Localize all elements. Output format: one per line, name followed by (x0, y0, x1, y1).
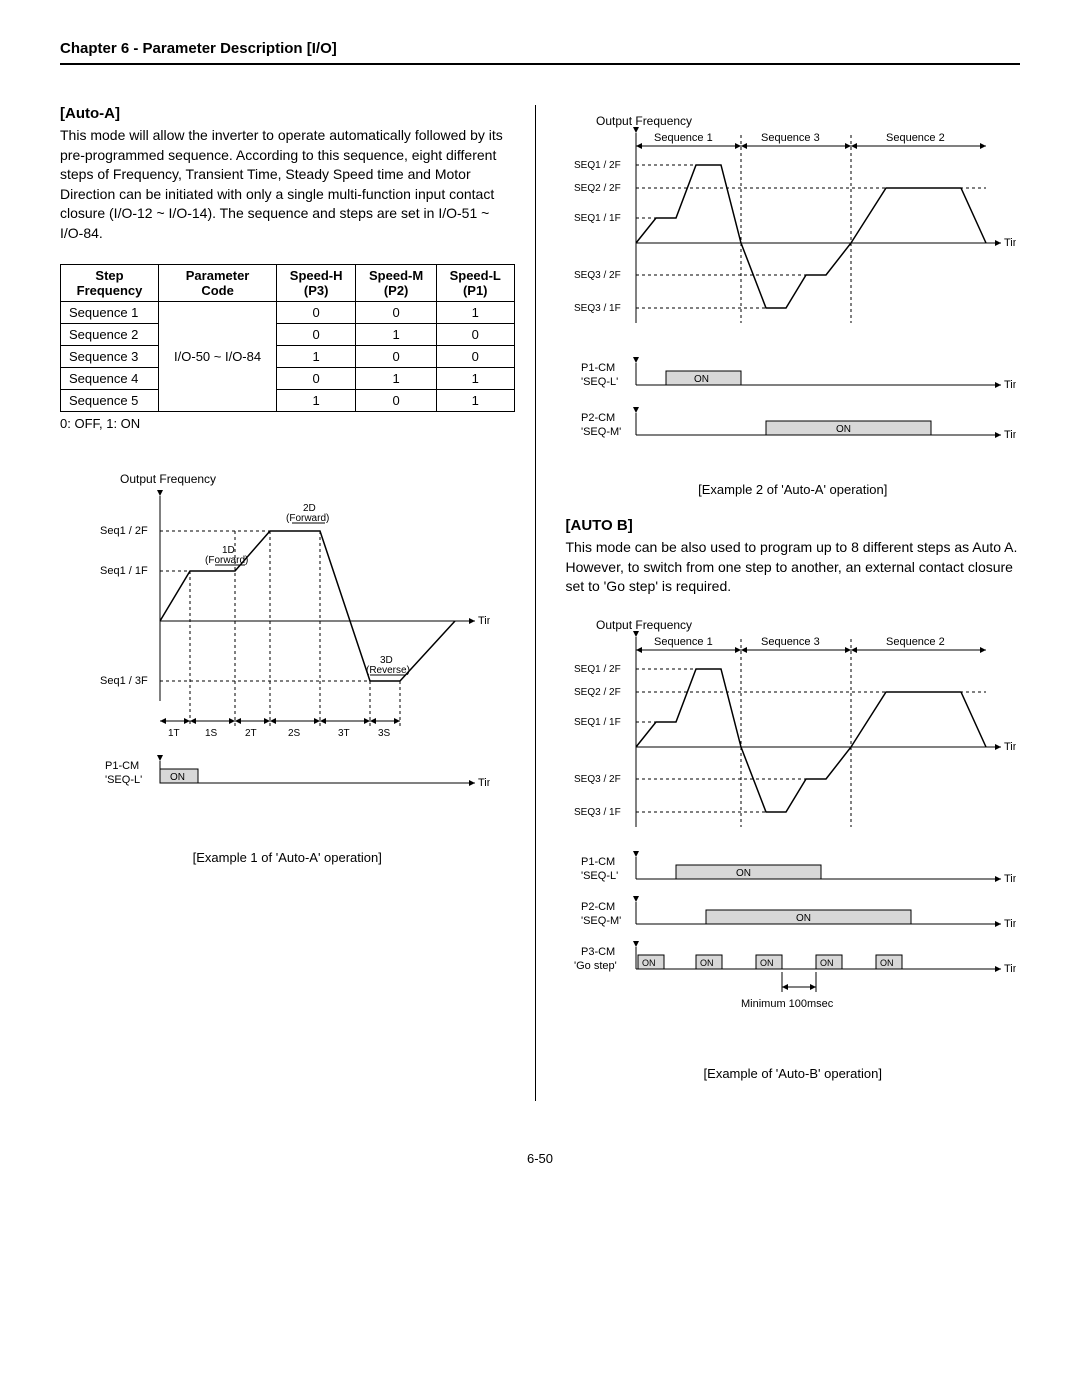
table-row: Sequence 5 101 (61, 389, 515, 411)
svg-text:SEQ2 / 2F: SEQ2 / 2F (574, 183, 621, 194)
right-column: Output Frequency Sequence 1 Sequence 3 S… (566, 105, 1021, 1101)
table-row: Sequence 3 100 (61, 345, 515, 367)
th-speed-h: Speed-H(P3) (277, 264, 356, 301)
page-number: 6-50 (60, 1151, 1020, 1166)
figure-example1: Output Frequency Time Seq1 / 2F Seq1 / 1… (60, 471, 515, 844)
svg-text:Time: Time (1004, 918, 1016, 930)
left-column: [Auto-A] This mode will allow the invert… (60, 105, 536, 1101)
svg-text:Seq1 / 2F: Seq1 / 2F (100, 525, 148, 537)
fig2-caption: [Example 2 of 'Auto-A' operation] (566, 482, 1021, 497)
svg-text:Sequence 3: Sequence 3 (761, 132, 820, 144)
svg-text:SEQ3 / 2F: SEQ3 / 2F (574, 774, 621, 785)
svg-text:ON: ON (170, 772, 185, 783)
figure-example3: Output Frequency Sequence 1 Sequence 3 S… (566, 617, 1021, 1060)
svg-text:Time: Time (1004, 963, 1016, 975)
svg-text:P1-CM: P1-CM (581, 362, 615, 374)
fig1-title: Output Frequency (120, 472, 216, 486)
fig2-svg: Output Frequency Sequence 1 Sequence 3 S… (566, 113, 1016, 473)
svg-text:SEQ3 / 2F: SEQ3 / 2F (574, 270, 621, 281)
auto-a-title: [Auto-A] (60, 105, 515, 122)
svg-text:1S: 1S (205, 728, 218, 739)
svg-text:SEQ1 / 1F: SEQ1 / 1F (574, 213, 621, 224)
svg-text:Sequence 1: Sequence 1 (654, 132, 713, 144)
svg-text:SEQ3 / 1F: SEQ3 / 1F (574, 807, 621, 818)
svg-text:ON: ON (820, 958, 834, 968)
svg-text:SEQ1 / 2F: SEQ1 / 2F (574, 664, 621, 675)
svg-text:P1-CM: P1-CM (105, 760, 139, 772)
figure-example2: Output Frequency Sequence 1 Sequence 3 S… (566, 113, 1021, 476)
table-row: Sequence 2 010 (61, 323, 515, 345)
svg-text:SEQ2 / 2F: SEQ2 / 2F (574, 687, 621, 698)
svg-text:ON: ON (836, 424, 851, 435)
svg-text:Minimum 100msec: Minimum 100msec (741, 998, 834, 1010)
svg-text:2T: 2T (245, 728, 257, 739)
svg-text:SEQ1 / 1F: SEQ1 / 1F (574, 717, 621, 728)
svg-text:ON: ON (736, 868, 751, 879)
svg-text:Time: Time (1004, 741, 1016, 753)
svg-text:ON: ON (700, 958, 714, 968)
svg-text:Sequence 2: Sequence 2 (886, 132, 945, 144)
auto-b-text: This mode can be also used to program up… (566, 538, 1021, 597)
svg-text:P3-CM: P3-CM (581, 946, 615, 958)
auto-b-title: [AUTO B] (566, 517, 1021, 534)
svg-text:SEQ1 / 2F: SEQ1 / 2F (574, 160, 621, 171)
svg-text:Sequence 2: Sequence 2 (886, 636, 945, 648)
svg-text:'SEQ-L': 'SEQ-L' (105, 774, 142, 786)
svg-text:1T: 1T (168, 728, 180, 739)
sequence-table: StepFrequency ParameterCode Speed-H(P3) … (60, 264, 515, 412)
svg-text:'SEQ-M': 'SEQ-M' (581, 915, 621, 927)
fig1-caption: [Example 1 of 'Auto-A' operation] (60, 850, 515, 865)
th-param: ParameterCode (159, 264, 277, 301)
fig1-svg: Output Frequency Time Seq1 / 2F Seq1 / 1… (60, 471, 490, 841)
svg-text:P2-CM: P2-CM (581, 412, 615, 424)
page-header: Chapter 6 - Parameter Description [I/O] (60, 40, 1020, 65)
svg-text:Seq1 / 1F: Seq1 / 1F (100, 565, 148, 577)
svg-text:'SEQ-L': 'SEQ-L' (581, 870, 618, 882)
svg-text:ON: ON (880, 958, 894, 968)
th-speed-m: Speed-M(P2) (356, 264, 437, 301)
table-row: Sequence 4 011 (61, 367, 515, 389)
svg-text:P1-CM: P1-CM (581, 856, 615, 868)
svg-text:ON: ON (760, 958, 774, 968)
fig3-svg: Output Frequency Sequence 1 Sequence 3 S… (566, 617, 1016, 1057)
table-note: 0: OFF, 1: ON (60, 416, 515, 431)
auto-a-text: This mode will allow the inverter to ope… (60, 126, 515, 244)
svg-text:Sequence 1: Sequence 1 (654, 636, 713, 648)
svg-text:Time: Time (478, 615, 490, 627)
svg-text:2S: 2S (288, 728, 301, 739)
svg-text:Output Frequency: Output Frequency (596, 114, 692, 128)
param-code-cell: I/O-50 ~ I/O-84 (159, 301, 277, 411)
svg-text:'Go step': 'Go step' (574, 960, 617, 972)
svg-text:ON: ON (796, 913, 811, 924)
table-row: Sequence 1 I/O-50 ~ I/O-84 0 0 1 (61, 301, 515, 323)
svg-text:3T: 3T (338, 728, 350, 739)
svg-text:Seq1 / 3F: Seq1 / 3F (100, 675, 148, 687)
svg-text:(Forward): (Forward) (205, 555, 248, 566)
svg-text:'SEQ-L': 'SEQ-L' (581, 376, 618, 388)
svg-text:ON: ON (642, 958, 656, 968)
svg-text:Time: Time (1004, 237, 1016, 249)
svg-text:Time: Time (1004, 379, 1016, 391)
svg-text:Sequence 3: Sequence 3 (761, 636, 820, 648)
two-column-layout: [Auto-A] This mode will allow the invert… (60, 105, 1020, 1101)
table-header-row: StepFrequency ParameterCode Speed-H(P3) … (61, 264, 515, 301)
svg-text:SEQ3 / 1F: SEQ3 / 1F (574, 303, 621, 314)
svg-text:Output Frequency: Output Frequency (596, 618, 692, 632)
svg-text:ON: ON (694, 374, 709, 385)
fig3-caption: [Example of 'Auto-B' operation] (566, 1066, 1021, 1081)
svg-text:Time: Time (1004, 429, 1016, 441)
th-step: StepFrequency (61, 264, 159, 301)
svg-text:(Forward): (Forward) (286, 513, 329, 524)
svg-text:3S: 3S (378, 728, 391, 739)
svg-text:Time: Time (1004, 873, 1016, 885)
svg-text:(Reverse): (Reverse) (366, 665, 410, 676)
svg-text:Time: Time (478, 777, 490, 789)
svg-text:P2-CM: P2-CM (581, 901, 615, 913)
svg-text:'SEQ-M': 'SEQ-M' (581, 426, 621, 438)
th-speed-l: Speed-L(P1) (436, 264, 514, 301)
